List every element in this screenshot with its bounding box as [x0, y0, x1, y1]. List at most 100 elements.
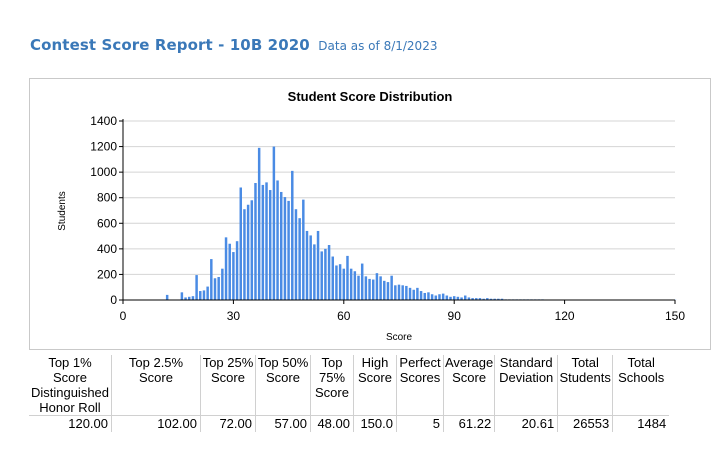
histogram-bar [441, 293, 445, 300]
histogram-bar [221, 268, 224, 300]
histogram-bar [254, 183, 257, 300]
report-title: Contest Score Report - 10B 2020 [30, 36, 310, 54]
y-tick-label: 400 [97, 242, 117, 256]
x-tick-label: 30 [227, 309, 241, 323]
histogram-bar [386, 282, 390, 300]
data-date: Data as of 8/1/2023 [318, 39, 438, 53]
histogram-bar [276, 180, 279, 300]
histogram-bar [438, 294, 441, 300]
chart-title: Student Score Distribution [288, 89, 453, 104]
histogram-bar [302, 199, 305, 300]
stats-header-high: High Score [353, 355, 397, 416]
histogram-bar [243, 209, 246, 300]
stats-header-row: Top 1% Score Distinguished Honor Roll To… [29, 355, 669, 416]
histogram-bar [224, 237, 228, 300]
histogram-bar [265, 182, 268, 300]
histogram-bar [191, 296, 195, 300]
stats-header-schools: Total Schools [618, 355, 665, 385]
histogram-bar [493, 298, 496, 300]
histogram-bar [489, 298, 493, 300]
histogram-bar [210, 259, 213, 300]
stats-value-students: 26553 [557, 415, 614, 432]
histogram-bar [199, 291, 202, 300]
stats-table: Top 1% Score Distinguished Honor Roll To… [29, 355, 670, 432]
histogram-bar [305, 230, 309, 300]
histogram-bar [213, 278, 217, 300]
histogram-bar [486, 298, 489, 300]
histogram-bar [471, 298, 474, 300]
histogram-bar [464, 295, 467, 300]
histogram-bar [368, 278, 371, 300]
histogram-bar [353, 271, 357, 300]
histogram-bar [195, 275, 198, 300]
histogram-bar [357, 275, 360, 300]
histogram-bar [280, 191, 283, 300]
stats-header-top75: Top 75% Score [310, 355, 354, 416]
stats-value-perfect: 5 [396, 415, 444, 432]
histogram-bar [180, 292, 184, 300]
histogram-bar [313, 244, 316, 300]
histogram-bar [309, 235, 312, 300]
histogram-bar [257, 147, 261, 300]
stats-value-high: 150.0 [353, 415, 397, 432]
histogram-bar [298, 218, 301, 300]
x-axis-label: Score [386, 332, 413, 343]
stats-header-perfect: Perfect Scores [396, 355, 444, 416]
y-tick-label: 0 [110, 293, 117, 307]
histogram-bar [452, 296, 456, 300]
stats-value-stddev: 20.61 [494, 415, 559, 432]
histogram-bar [338, 264, 342, 300]
histogram-bar [478, 298, 482, 300]
stats-value-top1: 120.00 [29, 415, 112, 432]
histogram-bar [316, 230, 320, 300]
stats-value-top75: 48.00 [310, 415, 354, 432]
y-tick-label: 1200 [90, 140, 117, 154]
stats-value-top25: 72.00 [200, 415, 256, 432]
x-tick-label: 60 [337, 309, 351, 323]
grid-lines [123, 120, 675, 275]
stats-header-top1: Top 1% Score Distinguished Honor Roll [29, 355, 112, 416]
histogram-bar [287, 200, 290, 300]
histogram-bar [397, 284, 401, 300]
histogram-bar [202, 290, 206, 300]
histogram-bar [320, 251, 323, 300]
x-tick-label: 90 [448, 309, 462, 323]
y-tick-label: 200 [97, 267, 117, 281]
histogram-bar [272, 146, 276, 300]
stats-header-top50: Top 50% Score [255, 355, 311, 416]
histogram-bar [294, 209, 298, 300]
histogram-bar [349, 268, 353, 300]
histogram-bar [246, 204, 250, 300]
histogram-bar [165, 294, 169, 300]
histogram-bar [445, 295, 449, 300]
histogram-bar [331, 256, 334, 300]
histogram-bar [390, 275, 393, 300]
histogram-bar [232, 252, 235, 300]
histogram-bar [261, 184, 265, 300]
histogram-bar [467, 297, 471, 300]
histogram-bar [372, 279, 375, 300]
score-distribution-chart: Student Score Distribution Students Scor… [57, 89, 685, 343]
histogram-bar [335, 265, 338, 300]
histogram-bar [188, 296, 191, 300]
histogram-bar [327, 245, 331, 300]
stats-header-stddev: Standard Deviation [494, 355, 559, 416]
histogram-bar [291, 170, 294, 300]
histogram-bar [434, 295, 438, 300]
histogram-bar [449, 296, 452, 300]
histogram-bar [419, 291, 423, 300]
histogram-bar [239, 187, 242, 300]
histogram-bar [475, 298, 478, 300]
histogram-bar [217, 276, 220, 300]
histogram-bar [416, 287, 419, 300]
x-tick-label: 0 [120, 309, 127, 323]
axes: 0 200 400 600 800 1000 1200 1400 0 30 60 90 120 150 [90, 114, 685, 323]
histogram-bar [427, 292, 430, 300]
histogram-bar [206, 286, 209, 300]
stats-value-top50: 57.00 [255, 415, 311, 432]
report-header: Contest Score Report - 10B 2020 Data as … [30, 36, 437, 55]
bars [165, 146, 677, 300]
histogram-bar [412, 289, 415, 300]
stats-value-top2-5: 102.00 [111, 415, 201, 432]
x-tick-label: 150 [665, 309, 685, 323]
